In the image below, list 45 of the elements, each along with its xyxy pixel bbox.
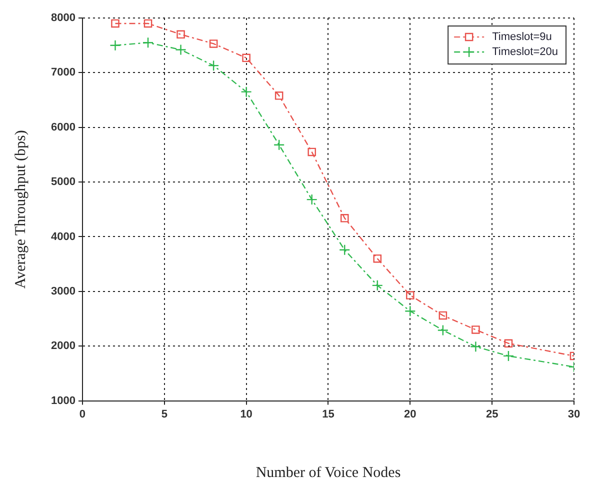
point bbox=[308, 148, 316, 156]
y-tick-label: 5000 bbox=[50, 176, 76, 188]
point bbox=[502, 350, 514, 362]
y-axis-title: Average Throughput (bps) bbox=[12, 130, 29, 289]
point bbox=[373, 254, 382, 263]
y-tick-label: 1000 bbox=[50, 394, 76, 407]
point bbox=[144, 19, 152, 28]
point bbox=[340, 214, 349, 222]
point bbox=[274, 92, 284, 100]
point bbox=[208, 60, 220, 72]
point bbox=[339, 244, 350, 256]
point bbox=[406, 291, 414, 300]
point bbox=[306, 194, 318, 206]
point bbox=[438, 311, 448, 320]
point bbox=[175, 44, 186, 56]
point bbox=[142, 37, 154, 48]
legend-label: Timeslot=9u bbox=[492, 31, 552, 44]
point bbox=[372, 280, 383, 292]
x-tick-label: 5 bbox=[161, 408, 168, 420]
point bbox=[240, 86, 252, 98]
x-tick-label: 30 bbox=[568, 408, 580, 420]
x-tick-label: 15 bbox=[322, 408, 334, 420]
y-tick-label: 3000 bbox=[50, 285, 76, 298]
y-tick-label: 7000 bbox=[50, 66, 76, 79]
point bbox=[472, 326, 480, 334]
point bbox=[437, 324, 449, 336]
point bbox=[209, 40, 218, 48]
point bbox=[404, 306, 416, 317]
y-tick-label: 2000 bbox=[50, 340, 76, 352]
x-tick-label: 0 bbox=[79, 408, 86, 420]
point bbox=[110, 40, 121, 51]
point bbox=[470, 341, 482, 352]
y-tick-label: 4000 bbox=[50, 230, 76, 243]
x-axis-title: Number of Voice Nodes bbox=[256, 464, 401, 481]
point bbox=[273, 139, 285, 150]
legend-label: Timeslot=20u bbox=[492, 46, 558, 58]
point bbox=[242, 54, 250, 62]
y-tick-label: 6000 bbox=[50, 121, 76, 134]
point bbox=[176, 30, 185, 39]
point bbox=[111, 19, 120, 28]
y-tick-label: 8000 bbox=[50, 12, 76, 24]
point bbox=[504, 339, 513, 348]
x-tick-label: 25 bbox=[486, 408, 498, 420]
x-tick-label: 20 bbox=[404, 408, 416, 420]
x-tick-label: 10 bbox=[240, 408, 252, 420]
